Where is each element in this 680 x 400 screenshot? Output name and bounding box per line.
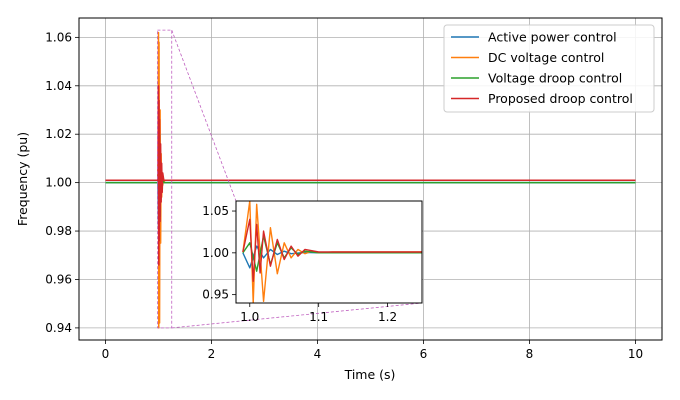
x-tick-label: 10 [628,347,643,361]
main-plot-frame [78,17,663,341]
y-tick-label: 1.00 [45,176,72,190]
legend-label: Proposed droop control [488,91,633,106]
inset-x-tick-label: 1.1 [309,310,328,324]
x-axis-title: Time (s) [344,367,396,382]
y-tick-label: 0.98 [45,224,72,238]
legend-label: DC voltage control [488,50,604,65]
y-tick-label: 1.06 [45,30,72,44]
main-y-axis: 0.94 0.96 0.98 1.00 1.02 1.04 1.06 [45,30,79,335]
inset-x-tick-label: 1.0 [240,310,259,324]
inset-y-tick-label: 1.00 [202,246,229,260]
inset-y-tick-label: 1.05 [202,204,229,218]
x-tick-label: 4 [314,347,322,361]
y-axis-title: Frequency (pu) [15,132,30,226]
inset-series-line-proposed-droop-control [242,218,422,282]
main-series-group [105,31,636,329]
inset-y-axis: 0.95 1.00 1.05 [202,204,236,302]
legend-box [443,24,655,113]
y-tick-label: 1.04 [45,79,72,93]
inset-y-tick-label: 0.95 [202,288,229,302]
y-tick-label: 1.02 [45,127,72,141]
inset-x-axis: 1.0 1.1 1.2 [240,303,397,324]
y-tick-label: 0.96 [45,272,72,286]
main-x-axis: 0 2 4 6 8 10 [102,340,643,361]
x-tick-label: 8 [526,347,534,361]
series-line-proposed-droop-control [105,85,636,266]
zoom-connector-upper [171,29,237,202]
legend-label: Active power control [488,30,617,45]
x-tick-label: 6 [420,347,428,361]
zoom-guides [157,29,423,329]
legend-label: Voltage droop control [488,71,622,86]
inset-series-group [242,201,422,303]
x-tick-label: 2 [208,347,216,361]
inset-x-tick-label: 1.2 [378,310,397,324]
y-tick-label: 0.94 [45,321,72,335]
x-tick-label: 0 [102,347,110,361]
zoom-region-box [157,29,173,329]
zoom-connector-lower [171,302,423,329]
legend: Active power control DC voltage control Vo… [443,24,655,113]
inset-plot-frame [235,200,423,304]
